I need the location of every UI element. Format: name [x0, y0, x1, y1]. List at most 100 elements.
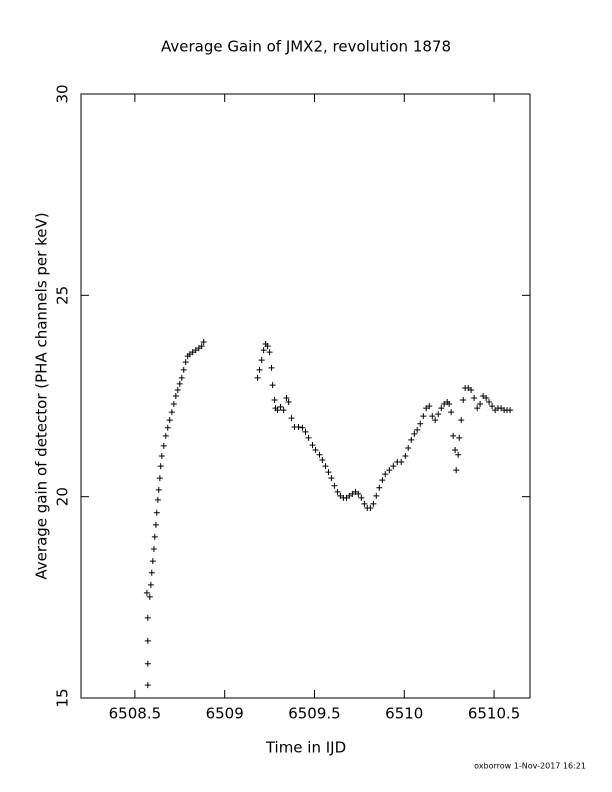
point: [266, 349, 273, 356]
point: [254, 374, 261, 381]
point: [489, 403, 496, 410]
y-tick-label: 25: [54, 286, 72, 305]
point: [423, 405, 430, 412]
point: [144, 637, 151, 644]
point: [370, 500, 377, 507]
point: [328, 475, 335, 482]
point: [151, 533, 158, 540]
point: [149, 558, 156, 565]
point: [477, 401, 484, 408]
point: [168, 409, 175, 416]
point: [174, 386, 181, 393]
point: [299, 424, 306, 431]
point: [322, 463, 329, 470]
point: [474, 405, 481, 412]
point: [155, 486, 162, 493]
point: [367, 504, 374, 511]
point: [405, 444, 412, 451]
x-tick-label: 6510: [385, 705, 423, 723]
point: [349, 490, 356, 497]
point: [189, 349, 196, 356]
y-tick-label: 30: [54, 84, 72, 103]
point: [148, 569, 155, 576]
point: [429, 413, 436, 420]
point: [309, 442, 316, 449]
point: [361, 500, 368, 507]
point: [398, 459, 405, 466]
point: [271, 397, 278, 404]
point: [448, 409, 455, 416]
point: [438, 405, 445, 412]
point: [164, 424, 171, 431]
point: [152, 521, 159, 528]
point: [507, 407, 514, 414]
point: [325, 469, 332, 476]
point: [280, 407, 287, 414]
point: [305, 434, 312, 441]
point: [162, 432, 169, 439]
point: [150, 546, 157, 553]
point: [153, 509, 160, 516]
point: [200, 339, 207, 346]
point: [180, 366, 187, 373]
point: [426, 403, 433, 410]
point: [460, 397, 467, 404]
point: [498, 405, 505, 412]
point: [486, 399, 493, 406]
footer: oxborrow 1-Nov-2017 16:21: [474, 762, 586, 771]
point: [468, 386, 475, 393]
point: [331, 482, 338, 489]
point: [402, 452, 409, 459]
point: [178, 374, 185, 381]
point: [414, 426, 421, 433]
point: [258, 357, 265, 364]
point: [176, 380, 183, 387]
point: [312, 446, 319, 453]
point: [144, 682, 151, 689]
point: [146, 593, 153, 600]
point: [256, 366, 263, 373]
y-tick-label: 20: [54, 487, 72, 506]
y-axis-label: Average gain of detector (PHA channels p…: [33, 212, 51, 579]
point: [483, 395, 490, 402]
point: [268, 364, 275, 371]
x-tick-label: 6510.5: [468, 705, 521, 723]
point: [337, 492, 344, 499]
point: [143, 589, 150, 596]
point: [160, 442, 167, 449]
point: [154, 496, 161, 503]
point: [182, 359, 189, 366]
point: [147, 581, 154, 588]
point: [170, 401, 177, 408]
point: [288, 415, 295, 422]
point: [264, 343, 271, 350]
point: [390, 463, 397, 470]
point: [334, 488, 341, 495]
point: [452, 446, 459, 453]
point: [319, 457, 326, 464]
point: [420, 413, 427, 420]
point: [417, 420, 424, 427]
point: [295, 424, 302, 431]
x-tick-label: 6509: [206, 705, 244, 723]
point: [144, 614, 151, 621]
point: [144, 660, 151, 667]
point: [456, 434, 463, 441]
point: [358, 494, 365, 501]
point: [432, 417, 439, 424]
point: [455, 451, 462, 458]
point: [316, 451, 323, 458]
point: [198, 343, 205, 350]
point: [285, 399, 292, 406]
point: [446, 401, 453, 408]
point: [260, 347, 267, 354]
point: [274, 407, 281, 414]
point: [346, 492, 353, 499]
point: [411, 430, 418, 437]
point: [376, 484, 383, 491]
point: [441, 401, 448, 408]
x-tick-label: 6509.5: [288, 705, 341, 723]
point: [156, 475, 163, 482]
